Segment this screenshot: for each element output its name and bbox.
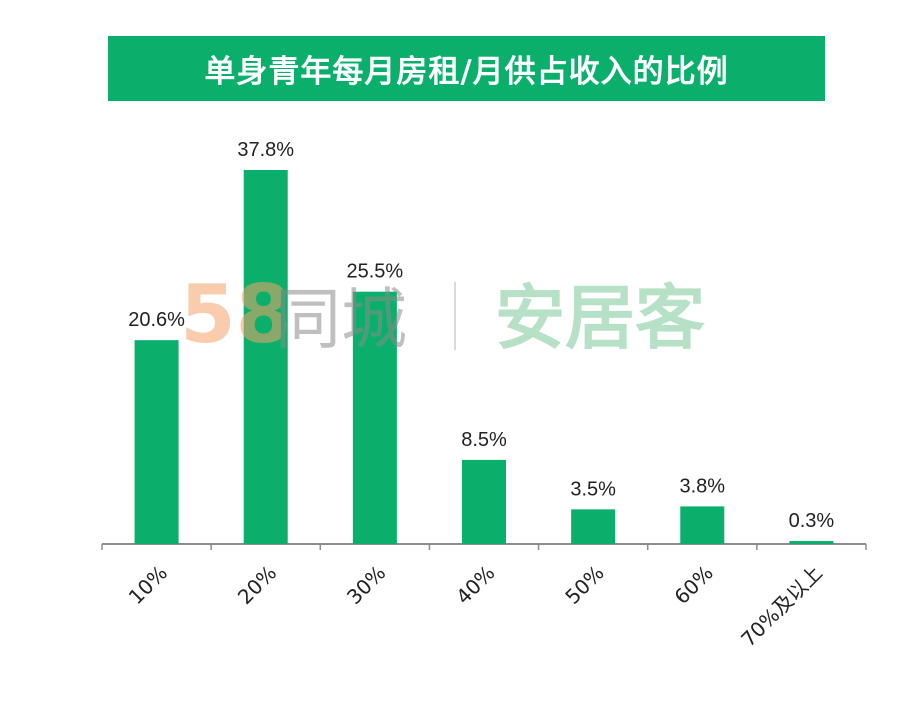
x-tick-label-5: 50%: [560, 561, 608, 609]
data-label-1: 20.6%: [128, 309, 185, 331]
x-tick-label-4: 40%: [451, 561, 499, 609]
x-tick-label-2: 20%: [233, 561, 281, 609]
data-label-6: 3.8%: [679, 475, 725, 497]
x-tick-label-7: 70%及以上: [736, 561, 827, 652]
bar-5: [571, 509, 616, 544]
data-label-4: 8.5%: [461, 429, 507, 451]
x-tick-label-6: 60%: [669, 561, 717, 609]
data-label-7: 0.3%: [789, 510, 835, 532]
bar-7: [789, 541, 834, 544]
data-label-5: 3.5%: [570, 478, 616, 500]
bar-1: [134, 340, 179, 544]
bar-2: [243, 170, 288, 544]
data-label-2: 37.8%: [237, 139, 294, 161]
x-tick-label-3: 30%: [342, 561, 390, 609]
bar-6: [680, 506, 725, 544]
chart-title: 单身青年每月房租/月供占收入的比例: [204, 54, 729, 90]
x-tick-label-1: 10%: [124, 561, 172, 609]
data-label-3: 25.5%: [346, 261, 403, 283]
bar-3: [352, 291, 397, 544]
bar-4: [462, 459, 506, 544]
chart-title-banner: 单身青年每月房租/月供占收入的比例: [108, 36, 825, 101]
